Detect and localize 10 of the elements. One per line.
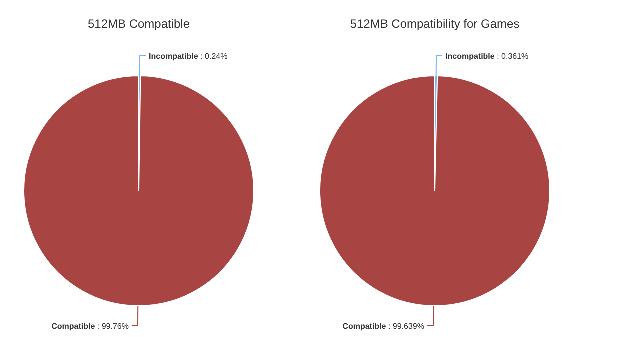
- slice-label: Incompatible: [446, 52, 496, 62]
- data-label: : 99.76%: [95, 322, 129, 331]
- data-label: : 99.639%: [386, 322, 424, 331]
- slice-label: Compatible: [52, 322, 96, 331]
- slice-label: Compatible: [342, 322, 387, 331]
- chart-title: 512MB Compatibility for Games: [350, 17, 520, 31]
- chart-title: 512MB Compatible: [88, 17, 190, 31]
- data-label: : 0.24%: [198, 52, 228, 62]
- data-label: : 0.361%: [494, 52, 529, 62]
- slice-label: Incompatible: [149, 52, 199, 62]
